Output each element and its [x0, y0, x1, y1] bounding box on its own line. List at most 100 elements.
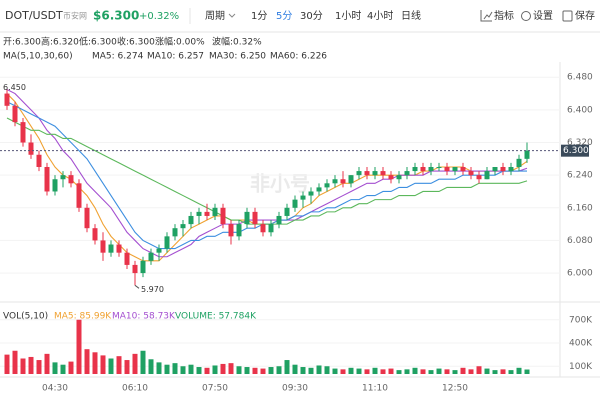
volume-bar: [76, 319, 82, 374]
candle-body: [292, 199, 298, 208]
volume-bar: [116, 356, 122, 374]
ma-legend: MA10: 6.257: [147, 52, 204, 62]
candle-body: [316, 187, 322, 192]
candle-body: [524, 150, 530, 159]
candle-body: [500, 166, 506, 172]
volume-bar: [236, 366, 242, 374]
candle-body: [84, 207, 90, 229]
candle-body: [364, 171, 370, 176]
volume-bar: [180, 366, 186, 374]
candle-body: [92, 228, 98, 241]
y-tick-label: 6.240: [567, 171, 593, 181]
ohlc-info: 低:6.300: [79, 36, 117, 48]
volume-legend: MA10: 58.73K: [112, 312, 176, 322]
candle-body: [236, 224, 242, 237]
volume-bar: [28, 356, 34, 374]
interval-tab[interactable]: 30分: [300, 10, 323, 22]
volume-bar: [84, 349, 90, 374]
volume-bar: [380, 369, 386, 374]
candle-body: [308, 191, 314, 196]
high-label: 6.450: [3, 83, 26, 92]
volume-bar: [100, 355, 106, 374]
candle-body: [220, 207, 226, 225]
volume-bar: [268, 367, 274, 374]
candle-body: [148, 252, 154, 261]
candle-body: [492, 166, 498, 172]
candle-body: [44, 166, 50, 192]
candle-body: [388, 175, 394, 180]
candle-body: [100, 240, 106, 253]
volume-tick-label: 100K: [569, 362, 593, 372]
candle-body: [332, 179, 338, 184]
candle-body: [460, 166, 466, 172]
volume-bar: [12, 350, 18, 374]
save-icon[interactable]: [562, 10, 573, 22]
volume-bar: [44, 353, 50, 374]
volume-bar: [92, 352, 98, 374]
candle-body: [468, 171, 474, 176]
candle-body: [196, 211, 202, 216]
volume-bar: [500, 369, 506, 374]
settings-icon[interactable]: [521, 11, 531, 21]
volume-bar: [468, 369, 474, 374]
volume-bar: [396, 370, 402, 374]
toolbar-action[interactable]: 设置: [533, 10, 553, 22]
candle-body: [324, 183, 330, 188]
candle-body: [172, 228, 178, 237]
volume-bar: [124, 360, 130, 374]
volume-bar: [300, 367, 306, 374]
candle-body: [180, 224, 186, 229]
interval-tab[interactable]: 日线: [401, 9, 421, 22]
volume-bar: [484, 368, 490, 374]
volume-bar: [252, 367, 258, 374]
volume-bar: [324, 366, 330, 374]
volume-bar: [228, 363, 234, 374]
indicator-icon[interactable]: [480, 10, 493, 22]
candle-body: [420, 166, 426, 172]
ohlc-info: 涨幅:0.00%: [155, 36, 205, 48]
volume-bar: [516, 367, 522, 374]
candle-body: [300, 195, 306, 200]
volume-bar: [420, 369, 426, 374]
candle-body: [356, 171, 362, 176]
volume-tick-label: 700K: [569, 315, 593, 325]
candle-body: [396, 175, 402, 180]
toolbar-action[interactable]: 指标: [494, 9, 514, 22]
interval-tab[interactable]: 5分: [276, 10, 292, 22]
y-tick-label: 6.160: [567, 203, 593, 213]
ohlc-info: 开:6.300: [3, 37, 41, 48]
candle-body: [36, 154, 42, 167]
dropdown-icon[interactable]: [228, 13, 236, 18]
volume-bar: [524, 369, 530, 374]
candle-body: [436, 166, 442, 168]
candle-body: [516, 158, 522, 167]
candle-body: [108, 244, 114, 253]
volume-bar: [428, 370, 434, 374]
volume-bar: [412, 367, 418, 374]
last-price-label: 6.300: [563, 146, 589, 156]
volume-bar: [196, 367, 202, 374]
volume-bar: [316, 365, 322, 374]
candle-body: [116, 244, 122, 253]
interval-tab[interactable]: 4小时: [367, 10, 393, 22]
volume-bar: [348, 367, 354, 374]
period-select[interactable]: 周期: [205, 10, 225, 22]
toolbar-action[interactable]: 保存: [575, 9, 595, 22]
candle-body: [52, 179, 58, 192]
volume-bar: [508, 370, 514, 374]
volume-bar: [340, 369, 346, 374]
volume-legend: VOL(5,10): [3, 312, 48, 322]
interval-tab[interactable]: 1分: [251, 10, 267, 22]
volume-bar: [204, 367, 210, 374]
volume-bar: [140, 350, 146, 374]
interval-tab[interactable]: 1小时: [335, 10, 361, 22]
pair: DOT/USDT: [5, 9, 63, 22]
ma-legend: MA60: 6.226: [270, 52, 327, 62]
ohlc-info: 波幅:0.32%: [212, 36, 262, 48]
volume-bar: [460, 367, 466, 374]
volume-bar: [212, 365, 218, 374]
toolbar: [0, 0, 600, 32]
volume-bar: [292, 364, 298, 374]
